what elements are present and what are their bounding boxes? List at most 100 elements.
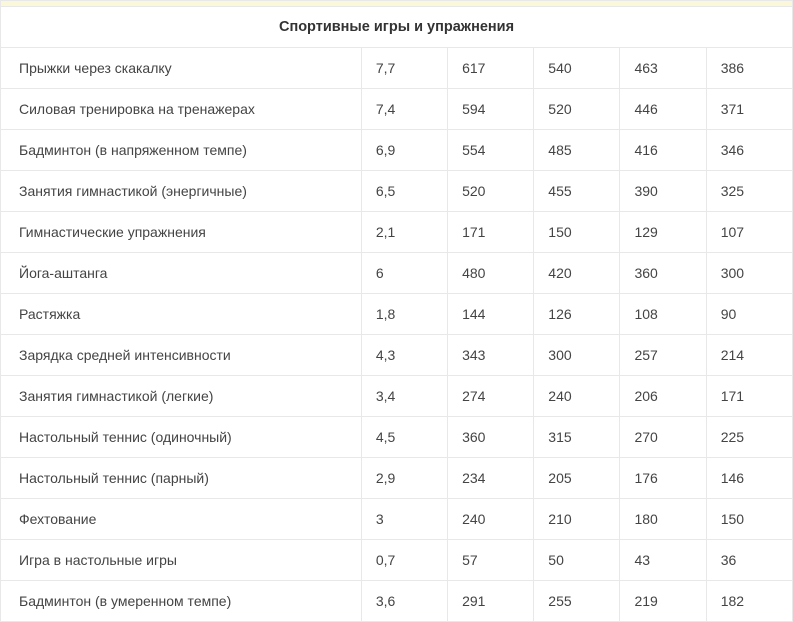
activity-name: Настольный теннис (одиночный): [1, 417, 362, 458]
table-row: Фехтование3240210180150: [1, 499, 793, 540]
value-cell-5: 325: [706, 171, 792, 212]
value-cell-1: 2,9: [361, 458, 447, 499]
value-cell-5: 214: [706, 335, 792, 376]
value-cell-3: 315: [534, 417, 620, 458]
activity-name: Прыжки через скакалку: [1, 48, 362, 89]
value-cell-3: 150: [534, 212, 620, 253]
value-cell-1: 3,4: [361, 376, 447, 417]
value-cell-3: 210: [534, 499, 620, 540]
value-cell-5: 371: [706, 89, 792, 130]
activity-name: Игра в настольные игры: [1, 540, 362, 581]
value-cell-5: 182: [706, 581, 792, 622]
activity-name: Силовая тренировка на тренажерах: [1, 89, 362, 130]
activity-name: Гимнастические упражнения: [1, 212, 362, 253]
value-cell-4: 43: [620, 540, 706, 581]
sports-table: Спортивные игры и упражнения Прыжки чере…: [0, 6, 793, 622]
value-cell-4: 463: [620, 48, 706, 89]
value-cell-5: 346: [706, 130, 792, 171]
value-cell-5: 107: [706, 212, 792, 253]
value-cell-1: 6: [361, 253, 447, 294]
value-cell-2: 343: [448, 335, 534, 376]
value-cell-3: 126: [534, 294, 620, 335]
activity-name: Фехтование: [1, 499, 362, 540]
value-cell-3: 205: [534, 458, 620, 499]
value-cell-3: 520: [534, 89, 620, 130]
activity-name: Йога-аштанга: [1, 253, 362, 294]
value-cell-2: 360: [448, 417, 534, 458]
value-cell-3: 540: [534, 48, 620, 89]
value-cell-4: 206: [620, 376, 706, 417]
value-cell-2: 171: [448, 212, 534, 253]
table-row: Йога-аштанга6480420360300: [1, 253, 793, 294]
value-cell-1: 7,4: [361, 89, 447, 130]
value-cell-2: 57: [448, 540, 534, 581]
value-cell-3: 240: [534, 376, 620, 417]
value-cell-3: 485: [534, 130, 620, 171]
value-cell-3: 50: [534, 540, 620, 581]
value-cell-1: 4,3: [361, 335, 447, 376]
value-cell-4: 360: [620, 253, 706, 294]
table-row: Бадминтон (в умеренном темпе)3,629125521…: [1, 581, 793, 622]
value-cell-3: 455: [534, 171, 620, 212]
activity-name: Занятия гимнастикой (легкие): [1, 376, 362, 417]
value-cell-1: 4,5: [361, 417, 447, 458]
value-cell-5: 146: [706, 458, 792, 499]
value-cell-1: 1,8: [361, 294, 447, 335]
table-header-row: Спортивные игры и упражнения: [1, 7, 793, 48]
value-cell-1: 6,5: [361, 171, 447, 212]
activity-name: Занятия гимнастикой (энергичные): [1, 171, 362, 212]
value-cell-4: 416: [620, 130, 706, 171]
value-cell-1: 3,6: [361, 581, 447, 622]
value-cell-2: 240: [448, 499, 534, 540]
activity-name: Бадминтон (в напряженном темпе): [1, 130, 362, 171]
value-cell-4: 270: [620, 417, 706, 458]
value-cell-1: 3: [361, 499, 447, 540]
table-row: Настольный теннис (одиночный)4,536031527…: [1, 417, 793, 458]
value-cell-2: 274: [448, 376, 534, 417]
table-row: Растяжка1,814412610890: [1, 294, 793, 335]
table-body: Прыжки через скакалку7,7617540463386Сило…: [1, 48, 793, 622]
value-cell-1: 0,7: [361, 540, 447, 581]
activity-name: Зарядка средней интенсивности: [1, 335, 362, 376]
value-cell-1: 2,1: [361, 212, 447, 253]
table-row: Силовая тренировка на тренажерах7,459452…: [1, 89, 793, 130]
activity-name: Растяжка: [1, 294, 362, 335]
activity-name: Бадминтон (в умеренном темпе): [1, 581, 362, 622]
table-header: Спортивные игры и упражнения: [1, 7, 793, 48]
table-row: Настольный теннис (парный)2,923420517614…: [1, 458, 793, 499]
value-cell-5: 300: [706, 253, 792, 294]
value-cell-5: 171: [706, 376, 792, 417]
value-cell-4: 446: [620, 89, 706, 130]
value-cell-2: 554: [448, 130, 534, 171]
value-cell-5: 386: [706, 48, 792, 89]
value-cell-5: 90: [706, 294, 792, 335]
table-row: Бадминтон (в напряженном темпе)6,9554485…: [1, 130, 793, 171]
value-cell-4: 390: [620, 171, 706, 212]
value-cell-2: 520: [448, 171, 534, 212]
value-cell-5: 225: [706, 417, 792, 458]
value-cell-4: 257: [620, 335, 706, 376]
value-cell-3: 255: [534, 581, 620, 622]
table-row: Занятия гимнастикой (энергичные)6,552045…: [1, 171, 793, 212]
value-cell-3: 300: [534, 335, 620, 376]
value-cell-4: 180: [620, 499, 706, 540]
value-cell-4: 219: [620, 581, 706, 622]
table-row: Прыжки через скакалку7,7617540463386: [1, 48, 793, 89]
activity-name: Настольный теннис (парный): [1, 458, 362, 499]
value-cell-2: 617: [448, 48, 534, 89]
value-cell-2: 291: [448, 581, 534, 622]
value-cell-5: 36: [706, 540, 792, 581]
table-row: Занятия гимнастикой (легкие)3,4274240206…: [1, 376, 793, 417]
value-cell-2: 234: [448, 458, 534, 499]
value-cell-3: 420: [534, 253, 620, 294]
table-row: Игра в настольные игры0,757504336: [1, 540, 793, 581]
value-cell-2: 144: [448, 294, 534, 335]
value-cell-1: 6,9: [361, 130, 447, 171]
value-cell-4: 108: [620, 294, 706, 335]
value-cell-2: 480: [448, 253, 534, 294]
value-cell-5: 150: [706, 499, 792, 540]
table-row: Гимнастические упражнения2,1171150129107: [1, 212, 793, 253]
value-cell-2: 594: [448, 89, 534, 130]
table-row: Зарядка средней интенсивности4,334330025…: [1, 335, 793, 376]
value-cell-4: 129: [620, 212, 706, 253]
